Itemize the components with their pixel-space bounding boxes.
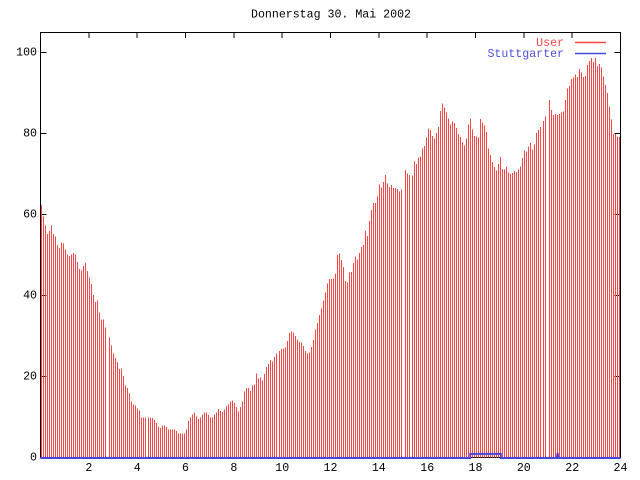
svg-text:Donnerstag 30. Mai 2002: Donnerstag 30. Mai 2002 <box>251 9 411 22</box>
svg-text:4: 4 <box>134 462 141 475</box>
svg-text:22: 22 <box>565 462 579 475</box>
svg-text:40: 40 <box>23 290 37 303</box>
svg-text:80: 80 <box>23 128 37 141</box>
svg-text:0: 0 <box>30 452 37 465</box>
svg-text:24: 24 <box>614 462 628 475</box>
svg-text:12: 12 <box>324 462 338 475</box>
svg-text:User: User <box>536 37 564 50</box>
svg-text:100: 100 <box>16 47 37 60</box>
svg-text:60: 60 <box>23 209 37 222</box>
svg-text:18: 18 <box>469 462 483 475</box>
svg-text:2: 2 <box>85 462 92 475</box>
svg-text:20: 20 <box>517 462 531 475</box>
svg-text:16: 16 <box>420 462 434 475</box>
svg-text:20: 20 <box>23 371 37 384</box>
svg-text:6: 6 <box>182 462 189 475</box>
svg-text:14: 14 <box>372 462 386 475</box>
svg-text:10: 10 <box>275 462 289 475</box>
svg-text:Stuttgarter: Stuttgarter <box>487 48 564 61</box>
svg-text:8: 8 <box>230 462 237 475</box>
